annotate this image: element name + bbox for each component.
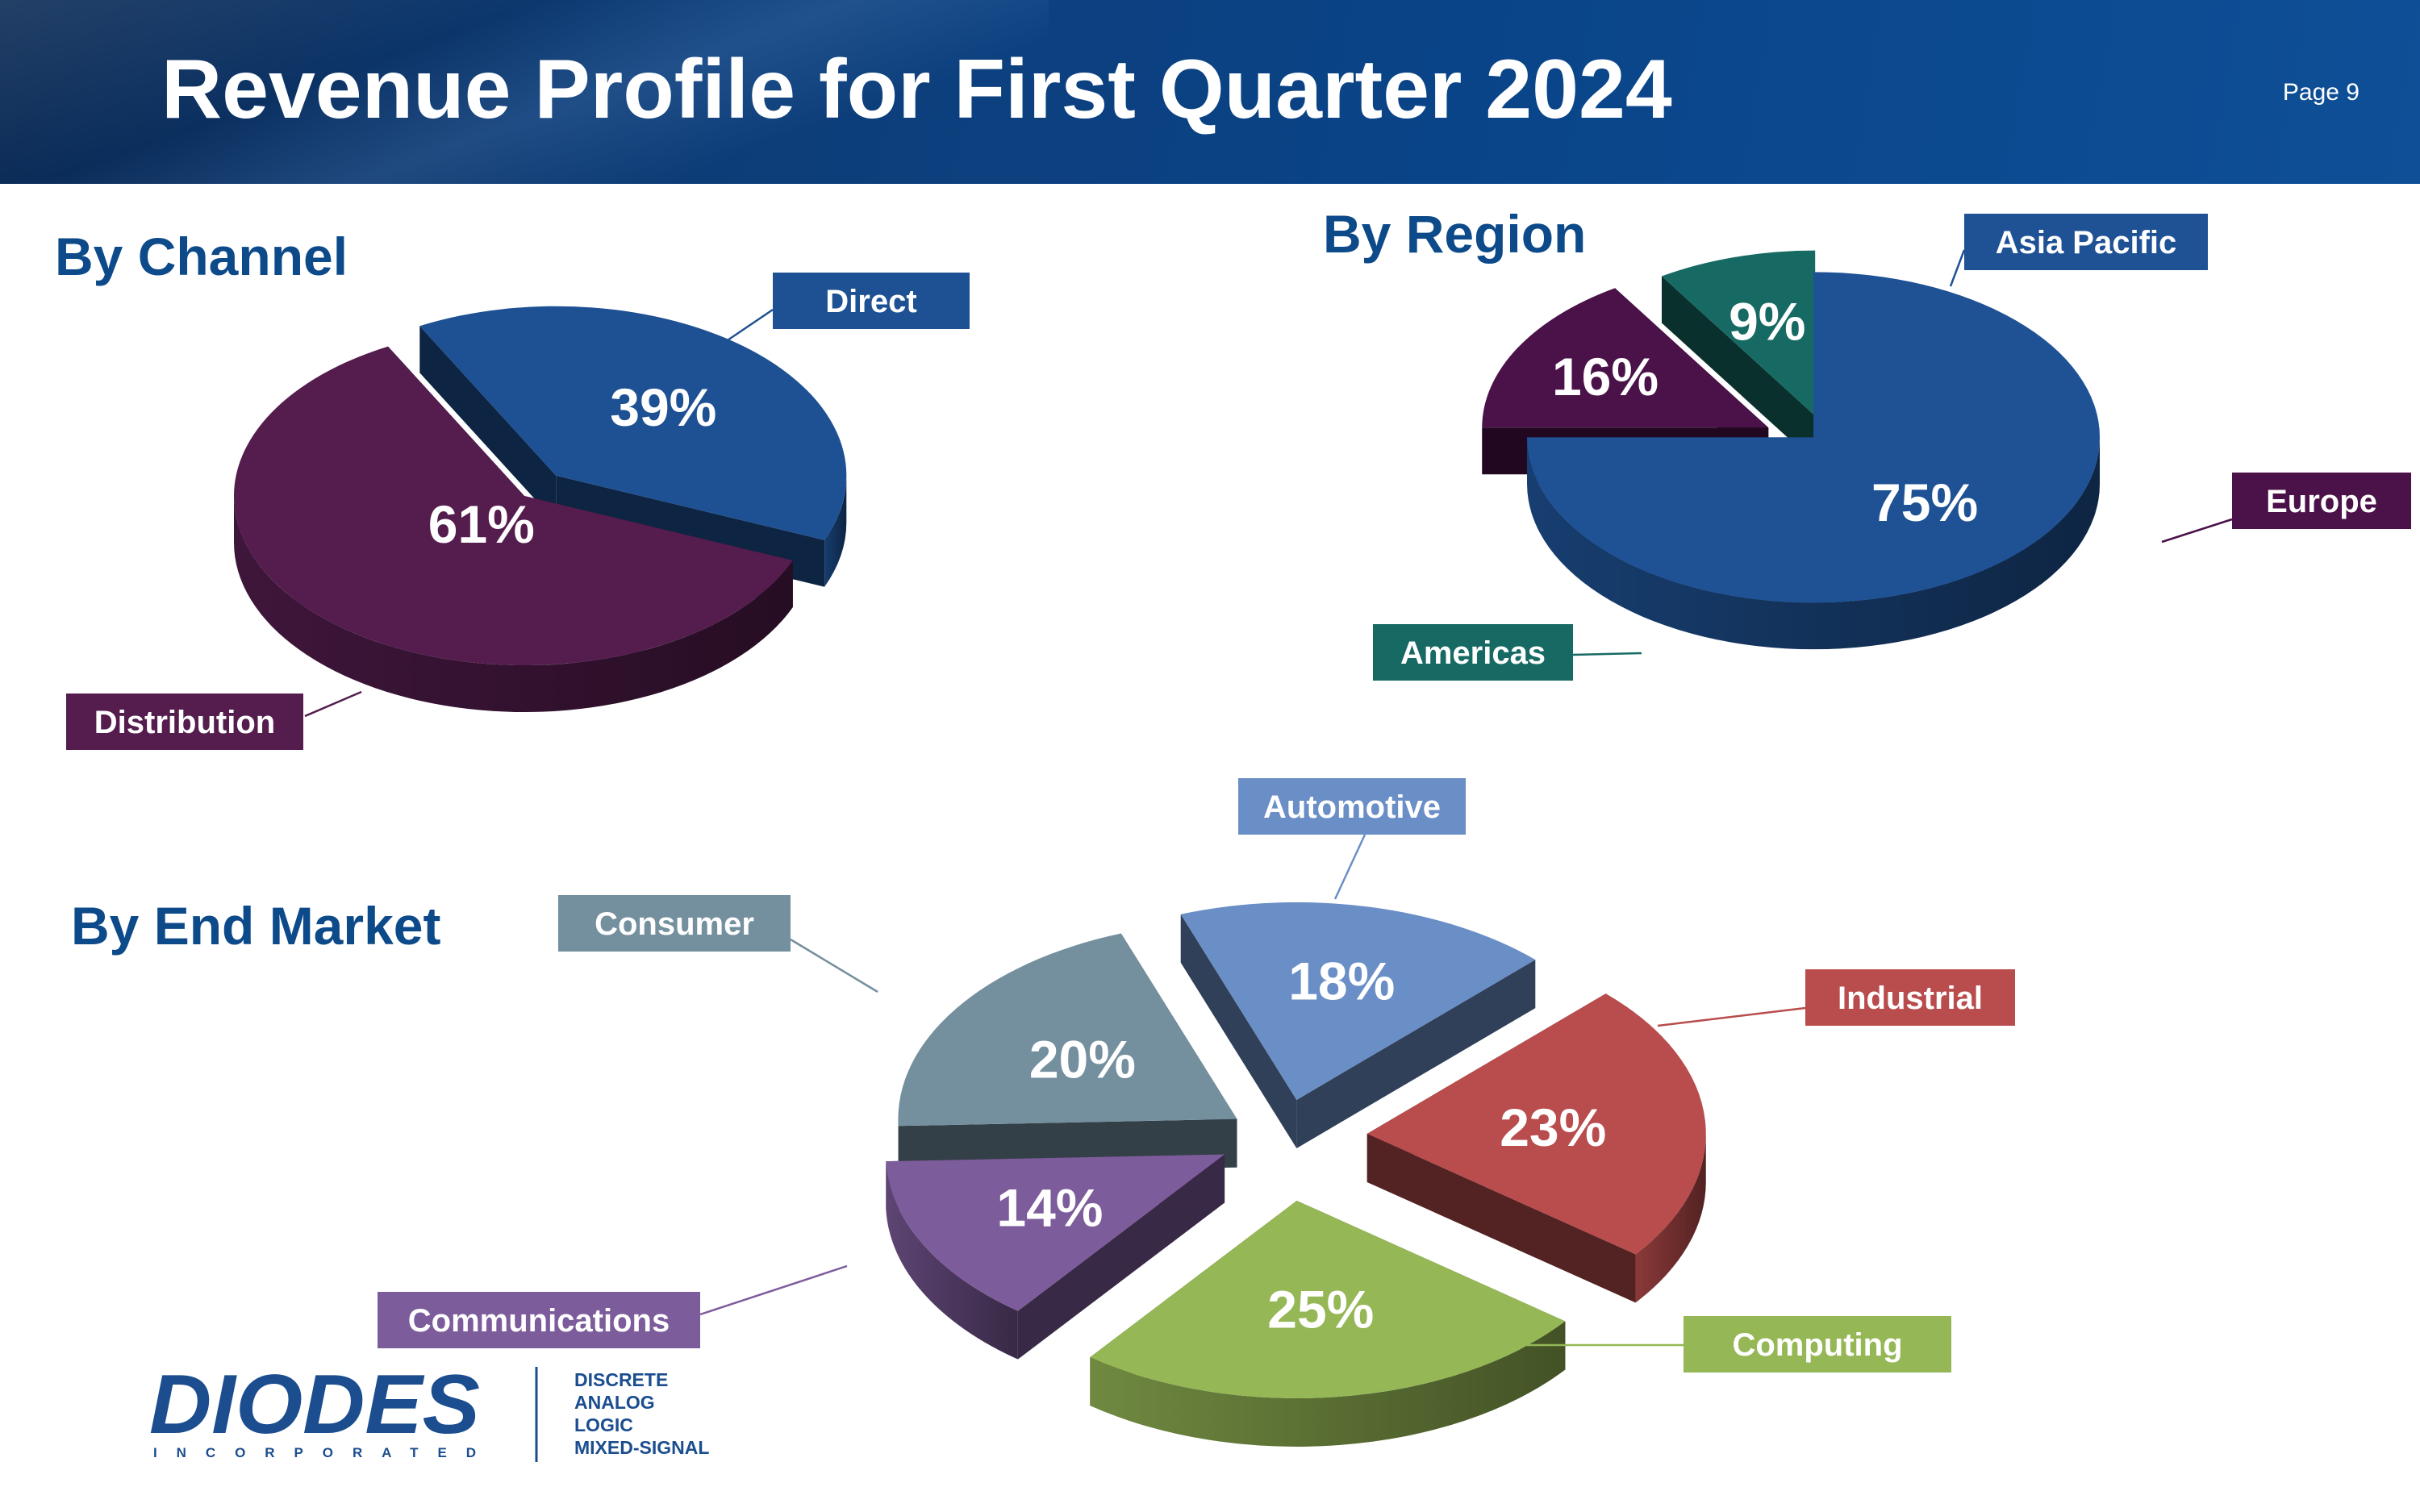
- page-title: Revenue Profile for First Quarter 2024: [161, 43, 1672, 136]
- slice-americas: 9%: [1661, 250, 1816, 463]
- end-market-chart-title: By End Market: [71, 896, 441, 956]
- category-label-europe: Europe: [2232, 473, 2411, 529]
- logo-tagline-line: DISCRETE: [574, 1369, 668, 1390]
- category-label-industrial: Industrial: [1805, 969, 2015, 1026]
- category-label-computing: Computing: [1684, 1316, 1951, 1372]
- logo-tagline-line: ANALOG: [574, 1392, 655, 1413]
- leader-line: [2161, 518, 2233, 544]
- leader-line: [1949, 249, 1966, 287]
- category-label-americas: Americas: [1373, 624, 1573, 681]
- slice-communications: 14%: [886, 1154, 1225, 1360]
- value-label: 39%: [610, 377, 716, 437]
- channel-pie-chart: 39% 61% Direct Distribution: [66, 273, 970, 750]
- logo-tagline-line: LOGIC: [574, 1414, 633, 1435]
- category-label-text: Industrial: [1838, 981, 1983, 1016]
- slice-distribution: 61%: [233, 346, 793, 712]
- leader-line: [1572, 652, 1642, 656]
- header-banner: Revenue Profile for First Quarter 2024 P…: [0, 0, 2420, 184]
- value-label: 18%: [1288, 952, 1395, 1011]
- slice-computing: 25%: [1090, 1200, 1566, 1447]
- leader-line: [1657, 1006, 1806, 1027]
- slice-automotive: 18%: [1180, 902, 1536, 1148]
- value-label: 25%: [1267, 1280, 1374, 1339]
- category-label-text: Automotive: [1263, 789, 1441, 825]
- value-label: 61%: [428, 494, 535, 554]
- category-label-distribution: Distribution: [66, 694, 303, 750]
- leader-line: [1333, 834, 1366, 900]
- category-label-text: Direct: [825, 284, 916, 319]
- category-label-text: Computing: [1732, 1327, 1902, 1363]
- value-label: 14%: [996, 1178, 1103, 1238]
- category-label-text: Europe: [2266, 484, 2377, 519]
- value-label: 75%: [1871, 473, 1978, 532]
- channel-chart-title: By Channel: [55, 227, 348, 286]
- value-label: 23%: [1500, 1098, 1606, 1157]
- category-label-text: Communications: [408, 1303, 670, 1339]
- value-label: 16%: [1552, 347, 1659, 406]
- category-label-text: Distribution: [94, 705, 275, 740]
- category-label-text: Asia Pacific: [1996, 225, 2177, 260]
- category-label-communications: Communications: [378, 1292, 700, 1348]
- leader-line: [790, 938, 878, 993]
- leader-line: [699, 1264, 848, 1316]
- logo-tagline-line: MIXED-SIGNAL: [574, 1437, 709, 1458]
- header-decoration: [0, 0, 1049, 184]
- logo-wordmark: DIODES: [149, 1367, 480, 1452]
- value-label: 9%: [1729, 292, 1805, 352]
- category-label-consumer: Consumer: [558, 895, 791, 952]
- page-number: Page 9: [2282, 79, 2360, 106]
- diodes-logo: DIODES INCORPORATED DISCRETE ANALOG LOGI…: [149, 1367, 709, 1462]
- category-label-automotive: Automotive: [1238, 778, 1466, 835]
- leader-line: [304, 690, 362, 718]
- slice-industrial: 23%: [1366, 993, 1706, 1303]
- slice-asia-pacific: 75%: [1527, 272, 2101, 650]
- value-label: 20%: [1029, 1029, 1136, 1089]
- leader-line: [717, 308, 774, 348]
- region-pie-chart: 9% 16% 75% Asia Pacific Europe Americas: [1373, 214, 2411, 681]
- category-label-asia-pacific: Asia Pacific: [1964, 214, 2208, 270]
- end-market-pie-chart: 18% 20% 23% 14% 25% Automotive Industrial Compu…: [378, 778, 2015, 1447]
- category-label-direct: Direct: [773, 273, 970, 329]
- category-label-text: Americas: [1400, 635, 1546, 671]
- region-chart-title: By Region: [1323, 204, 1587, 264]
- category-label-text: Consumer: [595, 906, 754, 942]
